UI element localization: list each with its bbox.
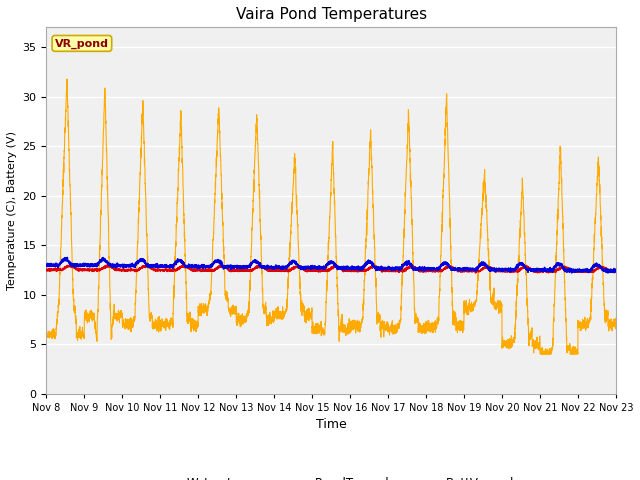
BattV_pond bbox=[472, 270, 479, 276]
PanelT_pond bbox=[612, 319, 620, 325]
Water_temp bbox=[145, 264, 152, 270]
BattV_pond bbox=[310, 268, 318, 274]
BattV_pond bbox=[103, 262, 111, 268]
BattV_pond bbox=[492, 269, 499, 275]
Line: PanelT_pond: PanelT_pond bbox=[46, 79, 616, 354]
Water_temp bbox=[604, 270, 612, 276]
PanelT_pond bbox=[611, 319, 619, 324]
Water_temp bbox=[63, 254, 71, 260]
Line: BattV_pond: BattV_pond bbox=[46, 265, 616, 273]
Water_temp bbox=[310, 265, 318, 271]
PanelT_pond bbox=[428, 321, 435, 326]
BattV_pond bbox=[42, 267, 50, 273]
PanelT_pond bbox=[459, 319, 467, 324]
Water_temp bbox=[428, 267, 435, 273]
PanelT_pond bbox=[42, 330, 50, 336]
Water_temp bbox=[611, 267, 619, 273]
X-axis label: Time: Time bbox=[316, 418, 346, 431]
Legend: Water_temp, PanelT_pond, BattV_pond: Water_temp, PanelT_pond, BattV_pond bbox=[143, 473, 520, 480]
PanelT_pond bbox=[310, 324, 318, 330]
Text: VR_pond: VR_pond bbox=[55, 38, 109, 48]
BattV_pond bbox=[428, 268, 435, 274]
PanelT_pond bbox=[145, 301, 152, 307]
Water_temp bbox=[612, 267, 620, 273]
Y-axis label: Temperature (C), Battery (V): Temperature (C), Battery (V) bbox=[7, 131, 17, 290]
BattV_pond bbox=[612, 269, 620, 275]
PanelT_pond bbox=[537, 351, 545, 357]
Water_temp bbox=[42, 262, 50, 268]
Water_temp bbox=[459, 266, 467, 272]
PanelT_pond bbox=[63, 76, 71, 82]
BattV_pond bbox=[611, 269, 619, 275]
BattV_pond bbox=[145, 264, 152, 270]
PanelT_pond bbox=[492, 301, 499, 307]
Line: Water_temp: Water_temp bbox=[46, 257, 616, 273]
Title: Vaira Pond Temperatures: Vaira Pond Temperatures bbox=[236, 7, 427, 22]
Water_temp bbox=[492, 267, 499, 273]
BattV_pond bbox=[459, 267, 467, 273]
